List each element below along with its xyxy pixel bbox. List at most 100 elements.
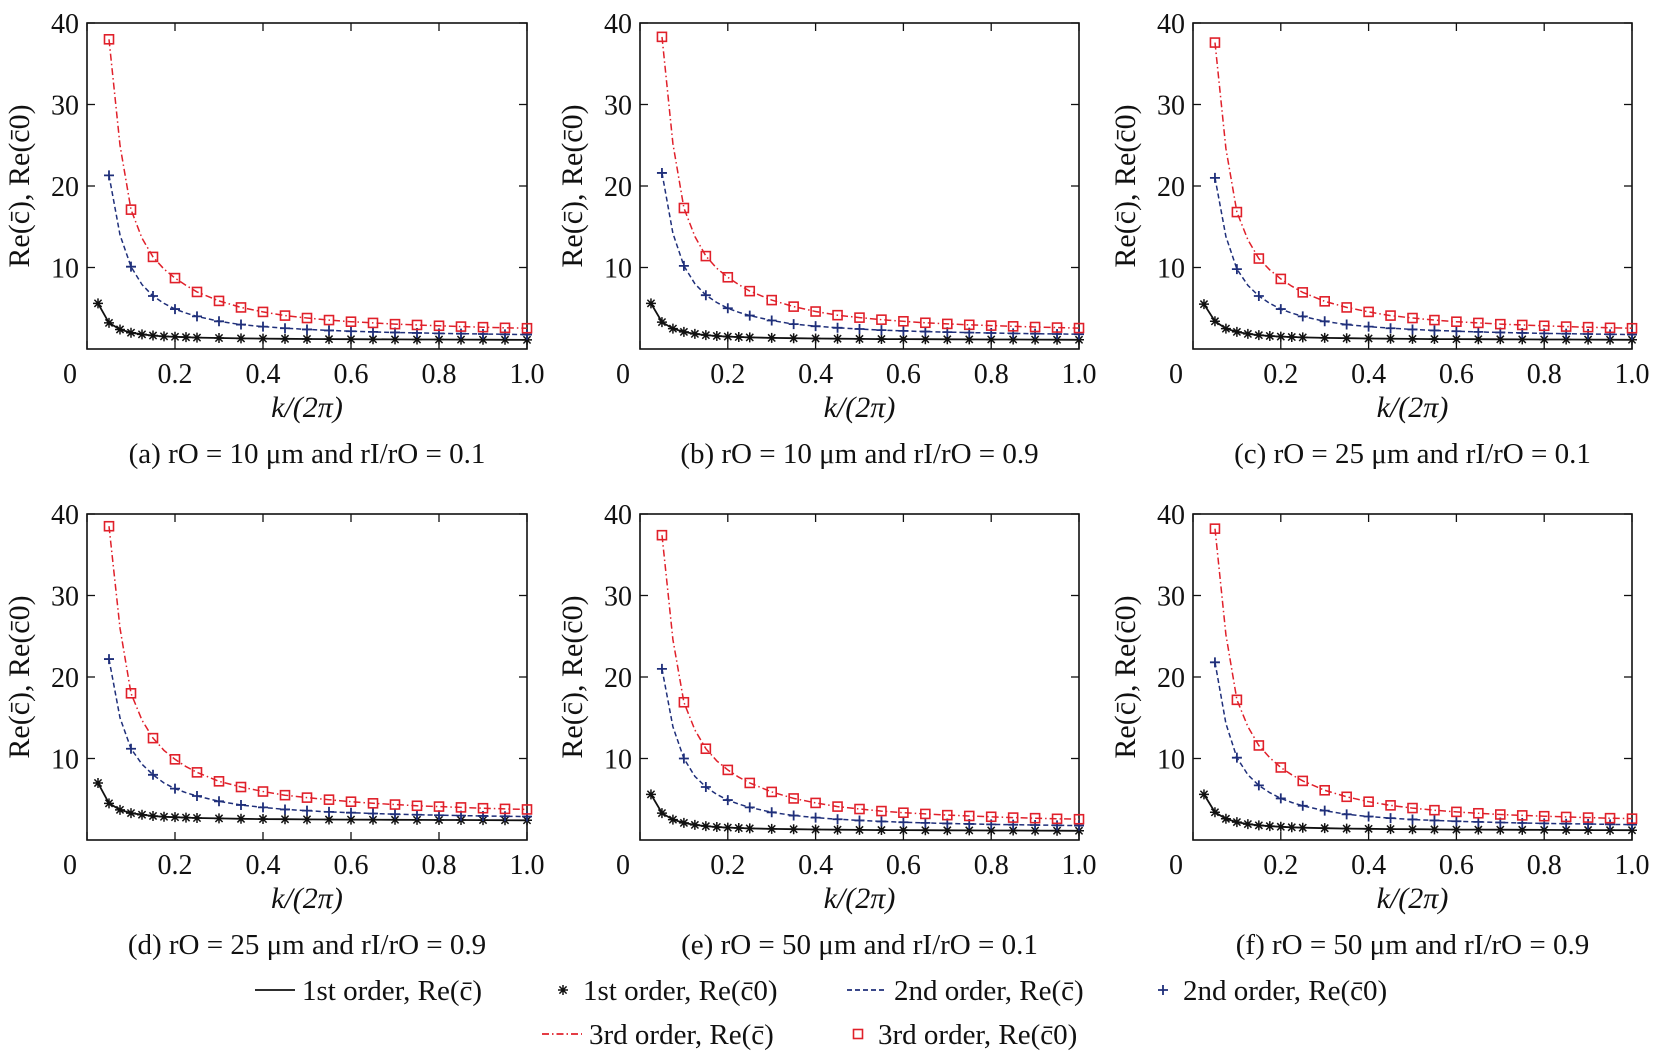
data-point — [1074, 329, 1084, 340]
y-tick-label: 10 — [51, 254, 79, 285]
data-point — [301, 792, 313, 803]
data-point — [854, 815, 865, 826]
data-point — [346, 326, 356, 337]
data-point — [656, 167, 667, 178]
legend-item: 2nd order, Re(c̄) — [847, 975, 1084, 1007]
data-point — [920, 825, 931, 836]
data-point — [1286, 822, 1297, 833]
data-point — [1074, 820, 1084, 831]
legend-label: 2nd order, Re(c̄) — [894, 975, 1084, 1007]
data-point — [964, 334, 975, 345]
data-point — [788, 333, 799, 344]
data-point — [478, 334, 488, 345]
data-point — [667, 323, 678, 334]
data-point — [213, 776, 225, 787]
data-point — [1539, 334, 1550, 345]
x-ticks: 0 0.2 0.4 0.6 0.8 1.0 — [616, 23, 1097, 390]
data-point — [1495, 824, 1506, 835]
data-point — [434, 810, 444, 821]
x-tick-label: 0.6 — [1439, 850, 1474, 881]
x-ticks: 0 0.2 0.4 0.6 0.8 1.0 — [1169, 514, 1650, 881]
data-point — [1319, 296, 1330, 307]
data-point — [93, 777, 103, 788]
data-point — [1582, 321, 1594, 333]
data-point — [1242, 819, 1253, 830]
data-point — [1341, 809, 1352, 820]
chart-panel-d: 0 0.2 0.4 0.6 0.8 1.0 10 20 30 40 k/(2π) Re(c̄), Re… — [3, 500, 545, 961]
series-line — [108, 175, 528, 336]
data-point — [722, 331, 733, 342]
x-ticks: 0 0.2 0.4 0.6 0.8 1.0 — [63, 23, 545, 390]
data-point — [1319, 823, 1330, 834]
data-point — [722, 271, 734, 283]
data-point — [700, 821, 711, 832]
x-tick-label: 0 — [1169, 359, 1183, 390]
data-point — [103, 33, 115, 45]
data-point — [258, 802, 268, 813]
data-point — [1429, 325, 1440, 336]
data-point — [213, 295, 225, 307]
data-point — [1363, 823, 1374, 834]
data-point — [280, 333, 290, 344]
x-tick-label: 1.0 — [1062, 359, 1097, 390]
data-point — [733, 332, 744, 343]
data-point — [411, 319, 423, 331]
data-point — [1275, 331, 1286, 342]
y-axis-label: Re(c̄), Re(c̄0) — [3, 595, 36, 758]
data-point — [876, 816, 887, 827]
y-axis-label: Re(c̄), Re(c̄0) — [556, 595, 589, 758]
data-point — [148, 769, 158, 780]
data-point — [810, 797, 821, 809]
data-point — [700, 330, 711, 341]
series-6 — [103, 520, 533, 815]
data-point — [832, 814, 843, 825]
data-point — [1583, 334, 1594, 345]
y-tick-label: 20 — [604, 663, 632, 694]
data-point — [499, 322, 511, 334]
data-point — [345, 796, 357, 807]
data-point — [1275, 762, 1287, 773]
data-point — [810, 812, 821, 823]
legend-item: 1st order, Re(c̄0) — [558, 975, 778, 1007]
data-point — [236, 333, 246, 344]
data-point — [1605, 329, 1616, 340]
series-line — [108, 39, 528, 329]
data-point — [1341, 823, 1352, 834]
data-point — [1220, 323, 1231, 334]
data-point — [301, 312, 313, 324]
data-point — [126, 261, 136, 272]
data-point — [148, 810, 158, 821]
series-2 — [645, 789, 1084, 836]
data-point — [368, 334, 378, 345]
data-point — [1582, 812, 1594, 823]
data-point — [1220, 813, 1231, 824]
data-point — [302, 814, 312, 825]
data-point — [1264, 330, 1275, 341]
data-point — [1363, 811, 1374, 822]
x-axis-label: k/(2π) — [824, 882, 896, 915]
data-point — [170, 812, 180, 823]
data-point — [324, 814, 334, 825]
data-point — [1385, 323, 1396, 334]
data-point — [1473, 317, 1484, 329]
series-3 — [108, 658, 528, 818]
data-point — [1429, 314, 1440, 326]
data-point — [1052, 329, 1063, 340]
data-point — [1451, 824, 1462, 835]
data-point — [1253, 820, 1264, 831]
data-point — [854, 324, 865, 335]
data-point — [477, 321, 489, 333]
data-point — [346, 334, 356, 345]
x-ticks: 0 0.2 0.4 0.6 0.8 1.0 — [1169, 23, 1650, 390]
data-point — [1297, 287, 1309, 298]
y-tick-label: 40 — [604, 9, 632, 40]
data-point — [722, 303, 733, 314]
series-line — [1214, 528, 1633, 820]
data-point — [115, 324, 125, 335]
data-point — [1604, 812, 1616, 824]
data-point — [1073, 813, 1085, 825]
data-point — [1516, 319, 1528, 331]
series-line — [661, 535, 1080, 820]
data-point — [1008, 825, 1019, 836]
series-3 — [661, 668, 1080, 827]
